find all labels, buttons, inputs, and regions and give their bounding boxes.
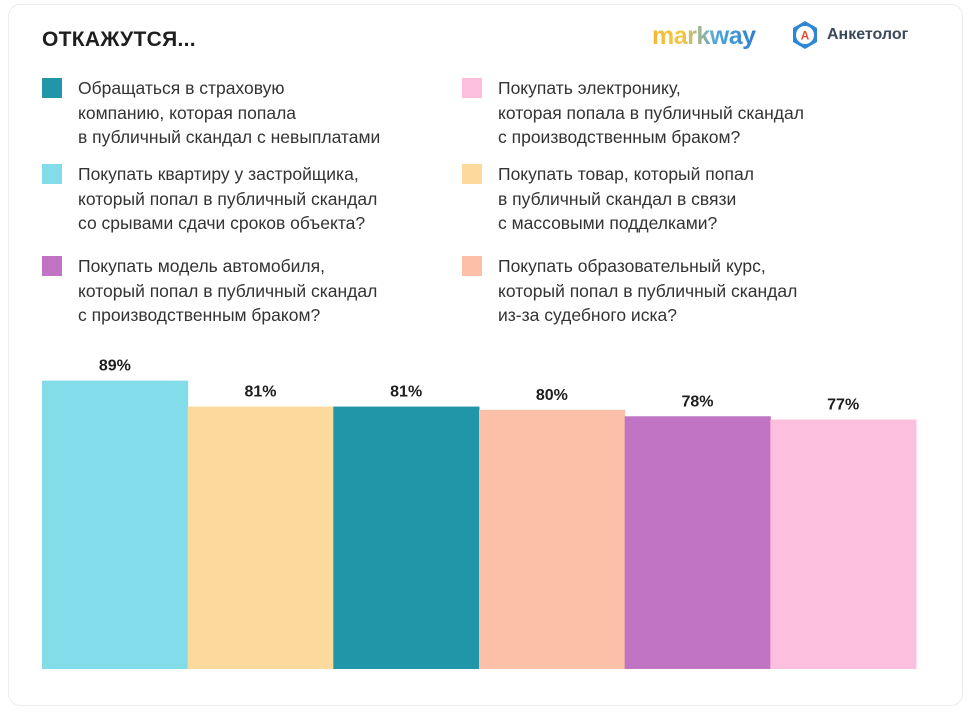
- bar-value-label: 77%: [827, 397, 859, 414]
- legend-item-course: Покупать образовательный курс, который п…: [462, 254, 797, 328]
- legend-swatch: [42, 78, 62, 98]
- bar-value-label: 81%: [390, 384, 422, 401]
- bar-value-label: 80%: [536, 387, 568, 404]
- bar-value-label: 81%: [244, 384, 276, 401]
- bar: [624, 416, 771, 669]
- bar: [333, 406, 480, 669]
- legend-label: Покупать квартиру у застройщика, который…: [78, 164, 378, 233]
- legend-label: Покупать образовательный курс, который п…: [498, 256, 798, 325]
- anketolog-letter: A: [801, 29, 810, 43]
- legend-label: Обращаться в страховую компанию, которая…: [78, 78, 381, 147]
- legend-item-electronics: Покупать электронику, которая попала в п…: [462, 76, 804, 150]
- legend-item-apartment: Покупать квартиру у застройщика, который…: [42, 162, 377, 236]
- legend-swatch: [42, 256, 62, 276]
- bar: [42, 380, 189, 669]
- legend-item-counterfeit: Покупать товар, который попал в публичны…: [462, 162, 754, 236]
- bar-value-label: 89%: [99, 358, 131, 375]
- legend-item-car: Покупать модель автомобиля, который попа…: [42, 254, 377, 328]
- bar: [187, 406, 334, 669]
- legend-label: Покупать товар, который попал в публичны…: [498, 164, 754, 233]
- markway-logo: markway: [652, 22, 756, 50]
- page-title: ОТКАЖУТСЯ...: [42, 28, 196, 51]
- bar-value-label: 78%: [681, 393, 713, 410]
- legend-swatch: [462, 78, 482, 98]
- legend-swatch: [42, 164, 62, 184]
- legend-swatch: [462, 164, 482, 184]
- anketolog-logo: A Анкетолог: [790, 20, 908, 50]
- legend-label: Покупать электронику, которая попала в п…: [498, 78, 804, 147]
- bar: [770, 419, 917, 669]
- bar: [479, 409, 626, 669]
- anketolog-logo-icon: A: [793, 21, 817, 49]
- legend-item-insurance: Обращаться в страховую компанию, которая…: [42, 76, 380, 150]
- legend-swatch: [462, 256, 482, 276]
- legend-label: Покупать модель автомобиля, который попа…: [78, 256, 378, 325]
- anketolog-logo-text: Анкетолог: [827, 26, 909, 43]
